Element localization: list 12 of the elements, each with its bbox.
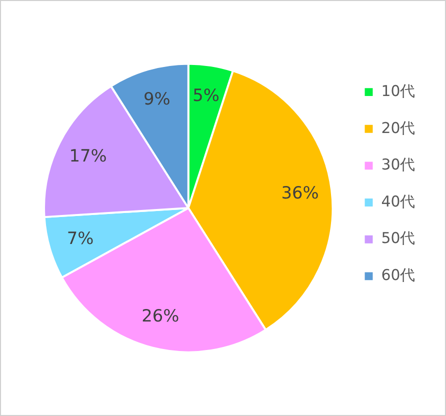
data-label: 36% bbox=[281, 182, 319, 202]
legend-label: 20代 bbox=[381, 118, 416, 137]
data-label: 5% bbox=[192, 85, 220, 106]
data-label: 9% bbox=[144, 88, 170, 108]
legend-label: 60代 bbox=[381, 266, 416, 284]
legend-label: 10代 bbox=[381, 82, 416, 100]
data-label: 26% bbox=[142, 305, 180, 326]
legend-label: 50代 bbox=[381, 229, 416, 248]
legend-label: 40代 bbox=[381, 192, 416, 210]
legend-label: 30代 bbox=[381, 156, 416, 174]
data-label: 7% bbox=[66, 228, 94, 248]
data-label: 17% bbox=[69, 145, 107, 166]
